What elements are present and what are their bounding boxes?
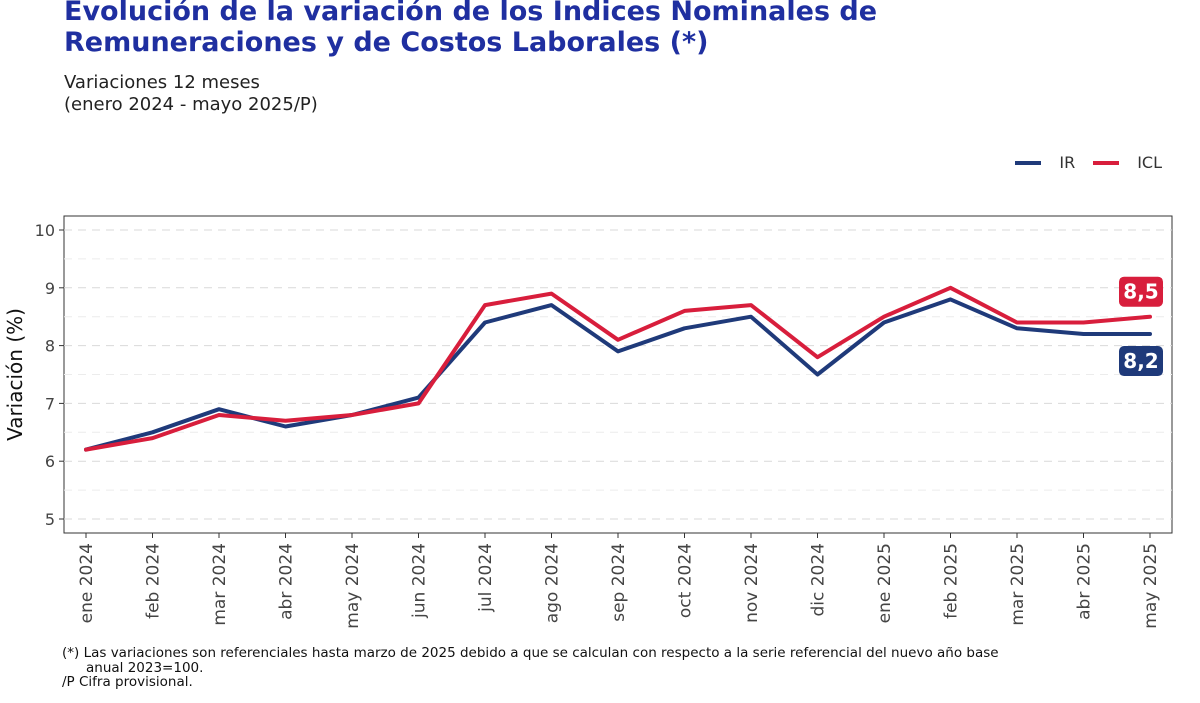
legend-item-ir: IR xyxy=(1015,153,1075,172)
x-tick-label: sep 2024 xyxy=(609,543,629,622)
y-tick-label: 8 xyxy=(45,337,55,356)
legend-label-icl: ICL xyxy=(1137,153,1162,172)
x-tick-label: ago 2024 xyxy=(543,543,563,623)
x-tick-label: mar 2024 xyxy=(210,543,230,626)
subtitle-line-1: Variaciones 12 meses xyxy=(64,72,260,93)
x-tick-label: abr 2024 xyxy=(277,543,297,620)
chart-subtitle: Variaciones 12 meses (enero 2024 - mayo … xyxy=(64,72,318,116)
end-label-icl: 8,5 xyxy=(1123,280,1158,304)
footnote-1-line-2: anual 2023=100. xyxy=(86,659,204,676)
x-tick-label: jun 2024 xyxy=(410,543,430,619)
legend-item-icl: ICL xyxy=(1093,153,1162,172)
y-axis-title: Variación (%) xyxy=(3,308,27,441)
legend: IR ICL xyxy=(997,153,1162,172)
series-line-icl xyxy=(84,285,1152,452)
footnote-2: /P Cifra provisional. xyxy=(62,674,193,690)
x-tick-label: feb 2024 xyxy=(144,543,164,619)
title-line-1: Evolución de la variación de los Índices… xyxy=(64,0,878,27)
end-label-ir: 8,2 xyxy=(1123,349,1158,373)
end-label-box-ir xyxy=(1119,346,1163,377)
subtitle-line-2: (enero 2024 - mayo 2025/P) xyxy=(64,94,318,115)
footnote-1-line-1: (*) Las variaciones son referenciales ha… xyxy=(62,645,999,661)
x-tick-label: dic 2024 xyxy=(809,543,829,617)
x-tick-label: may 2025 xyxy=(1141,543,1161,629)
legend-label-ir: IR xyxy=(1059,153,1076,172)
x-tick-label: nov 2024 xyxy=(742,543,762,623)
end-label-box-icl xyxy=(1119,276,1163,307)
x-tick-label: ene 2024 xyxy=(77,543,97,623)
x-tick-label: feb 2025 xyxy=(942,543,962,619)
footnotes: (*) Las variaciones son referenciales ha… xyxy=(62,646,999,690)
x-tick-label: may 2024 xyxy=(343,543,363,629)
legend-swatch-icl xyxy=(1093,160,1120,165)
y-tick-label: 6 xyxy=(45,452,55,471)
x-tick-label: oct 2024 xyxy=(676,543,696,618)
y-tick-label: 10 xyxy=(35,221,55,240)
legend-swatch-ir xyxy=(1015,160,1042,165)
x-tick-label: jul 2024 xyxy=(476,543,496,613)
x-tick-label: ene 2025 xyxy=(875,543,895,623)
x-tick-label: mar 2025 xyxy=(1008,543,1028,626)
y-tick-label: 5 xyxy=(45,510,55,529)
y-tick-label: 7 xyxy=(45,394,55,413)
chart-title: Evolución de la variación de los Índices… xyxy=(64,0,877,58)
title-line-2: Remuneraciones y de Costos Laborales (*) xyxy=(64,27,709,58)
y-tick-label: 9 xyxy=(45,279,55,298)
x-tick-label: abr 2025 xyxy=(1075,543,1095,620)
